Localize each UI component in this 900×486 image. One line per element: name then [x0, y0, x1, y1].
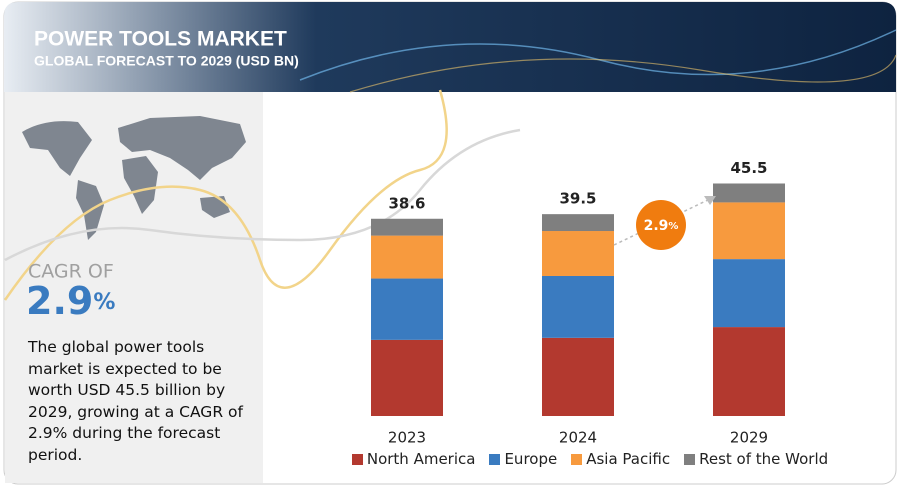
bar-segment	[371, 218, 443, 236]
bar-segment	[713, 259, 785, 328]
x-tick-label: 2029	[730, 429, 768, 447]
bar-segment	[542, 275, 614, 338]
legend-swatch	[684, 453, 696, 465]
growth-bubble	[636, 200, 686, 250]
growth-text: 2.9%	[644, 218, 679, 234]
x-tick-label: 2023	[388, 429, 426, 447]
bar-segment	[713, 327, 785, 416]
bar-segment	[542, 337, 614, 416]
legend-item: Asia Pacific	[571, 450, 670, 468]
growth-unit: %	[668, 221, 678, 232]
header-banner	[4, 2, 896, 92]
total-label: 39.5	[559, 190, 596, 208]
legend-label: Rest of the World	[699, 450, 829, 468]
cagr-value: 2.9%	[26, 279, 115, 323]
bar-segment	[542, 231, 614, 276]
legend: North America Europe Asia Pacific Rest of t…	[330, 450, 850, 468]
legend-item: Rest of the World	[684, 450, 828, 468]
legend-swatch	[489, 453, 501, 465]
legend-label: Europe	[504, 450, 558, 468]
bar-segment	[371, 235, 443, 279]
cagr-label: CAGR OF	[28, 261, 114, 283]
total-label: 38.6	[388, 194, 425, 212]
legend-item: North America	[351, 450, 476, 468]
bar-segment	[371, 339, 443, 416]
header-decoration	[349, 54, 897, 93]
decor-curve	[3, 89, 448, 301]
description: The global power tools market is expecte…	[28, 338, 243, 464]
x-tick-label: 2024	[559, 429, 597, 447]
growth-number: 2.9	[644, 218, 669, 234]
cagr-unit: %	[93, 290, 115, 315]
subtitle: GLOBAL FORECAST TO 2029 (USD BN)	[34, 53, 299, 69]
legend-item: Europe	[489, 450, 557, 468]
cagr-number: 2.9	[26, 279, 93, 323]
bar-segment	[713, 202, 785, 260]
legend-label: Asia Pacific	[586, 450, 671, 468]
bar-segment	[371, 278, 443, 340]
total-label: 45.5	[730, 159, 767, 177]
title: POWER TOOLS MARKET	[34, 28, 287, 51]
growth-arrowhead	[704, 196, 716, 205]
legend-label: North America	[366, 450, 476, 468]
legend-swatch	[571, 453, 583, 465]
bar-segment	[542, 214, 614, 232]
bar-segment	[713, 183, 785, 203]
legend-swatch	[351, 453, 363, 465]
decor-curve	[4, 128, 521, 262]
